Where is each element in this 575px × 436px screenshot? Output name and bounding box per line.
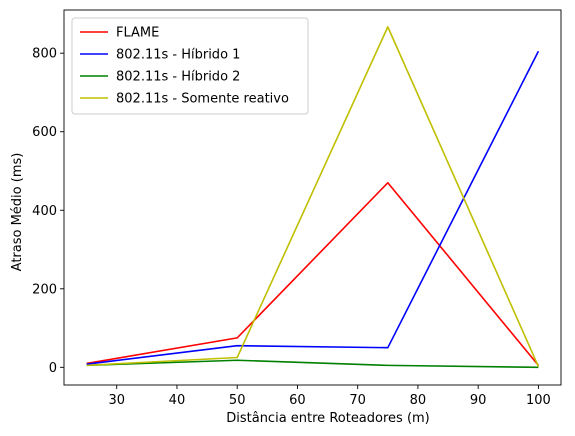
x-tick-label-80: 80: [410, 393, 427, 408]
x-tick-label-30: 30: [108, 393, 125, 408]
legend: FLAME 802.11s - Híbrido 1 802.11s - Híbrid…: [71, 17, 309, 115]
series-line-2: [86, 50, 540, 365]
x-axis-label: Distância entre Roteadores (m): [226, 411, 430, 426]
plot-area: [86, 26, 540, 369]
axes-frame: [63, 9, 562, 386]
axes: 30 40 50 60 70 80 90 100 0 200 400 600 800: [32, 9, 562, 408]
x-tick-label-60: 60: [289, 393, 306, 408]
y-tick-label-400: 400: [32, 204, 57, 219]
x-tick-label-40: 40: [169, 393, 186, 408]
y-axis-label: Atraso Médio (ms): [10, 153, 25, 272]
series-line-3: [86, 359, 539, 369]
series-line-4: [86, 26, 540, 367]
y-tick-label-600: 600: [32, 125, 57, 140]
y-tick-label-200: 200: [32, 282, 57, 297]
x-tick-label-50: 50: [229, 393, 246, 408]
y-tick-label-800: 800: [32, 47, 57, 62]
legend-box: [71, 17, 309, 115]
legend-label-1: FLAME: [116, 26, 159, 41]
legend-label-2: 802.11s - Híbrido 1: [116, 48, 240, 63]
series-line-1: [86, 181, 540, 366]
y-tick-label-0: 0: [49, 361, 57, 376]
x-tick-label-70: 70: [349, 393, 366, 408]
legend-label-3: 802.11s - Híbrido 2: [116, 70, 240, 85]
legend-label-4: 802.11s - Somente reativo: [116, 92, 289, 107]
x-tick-label-100: 100: [526, 393, 551, 408]
x-tick-label-90: 90: [470, 393, 487, 408]
